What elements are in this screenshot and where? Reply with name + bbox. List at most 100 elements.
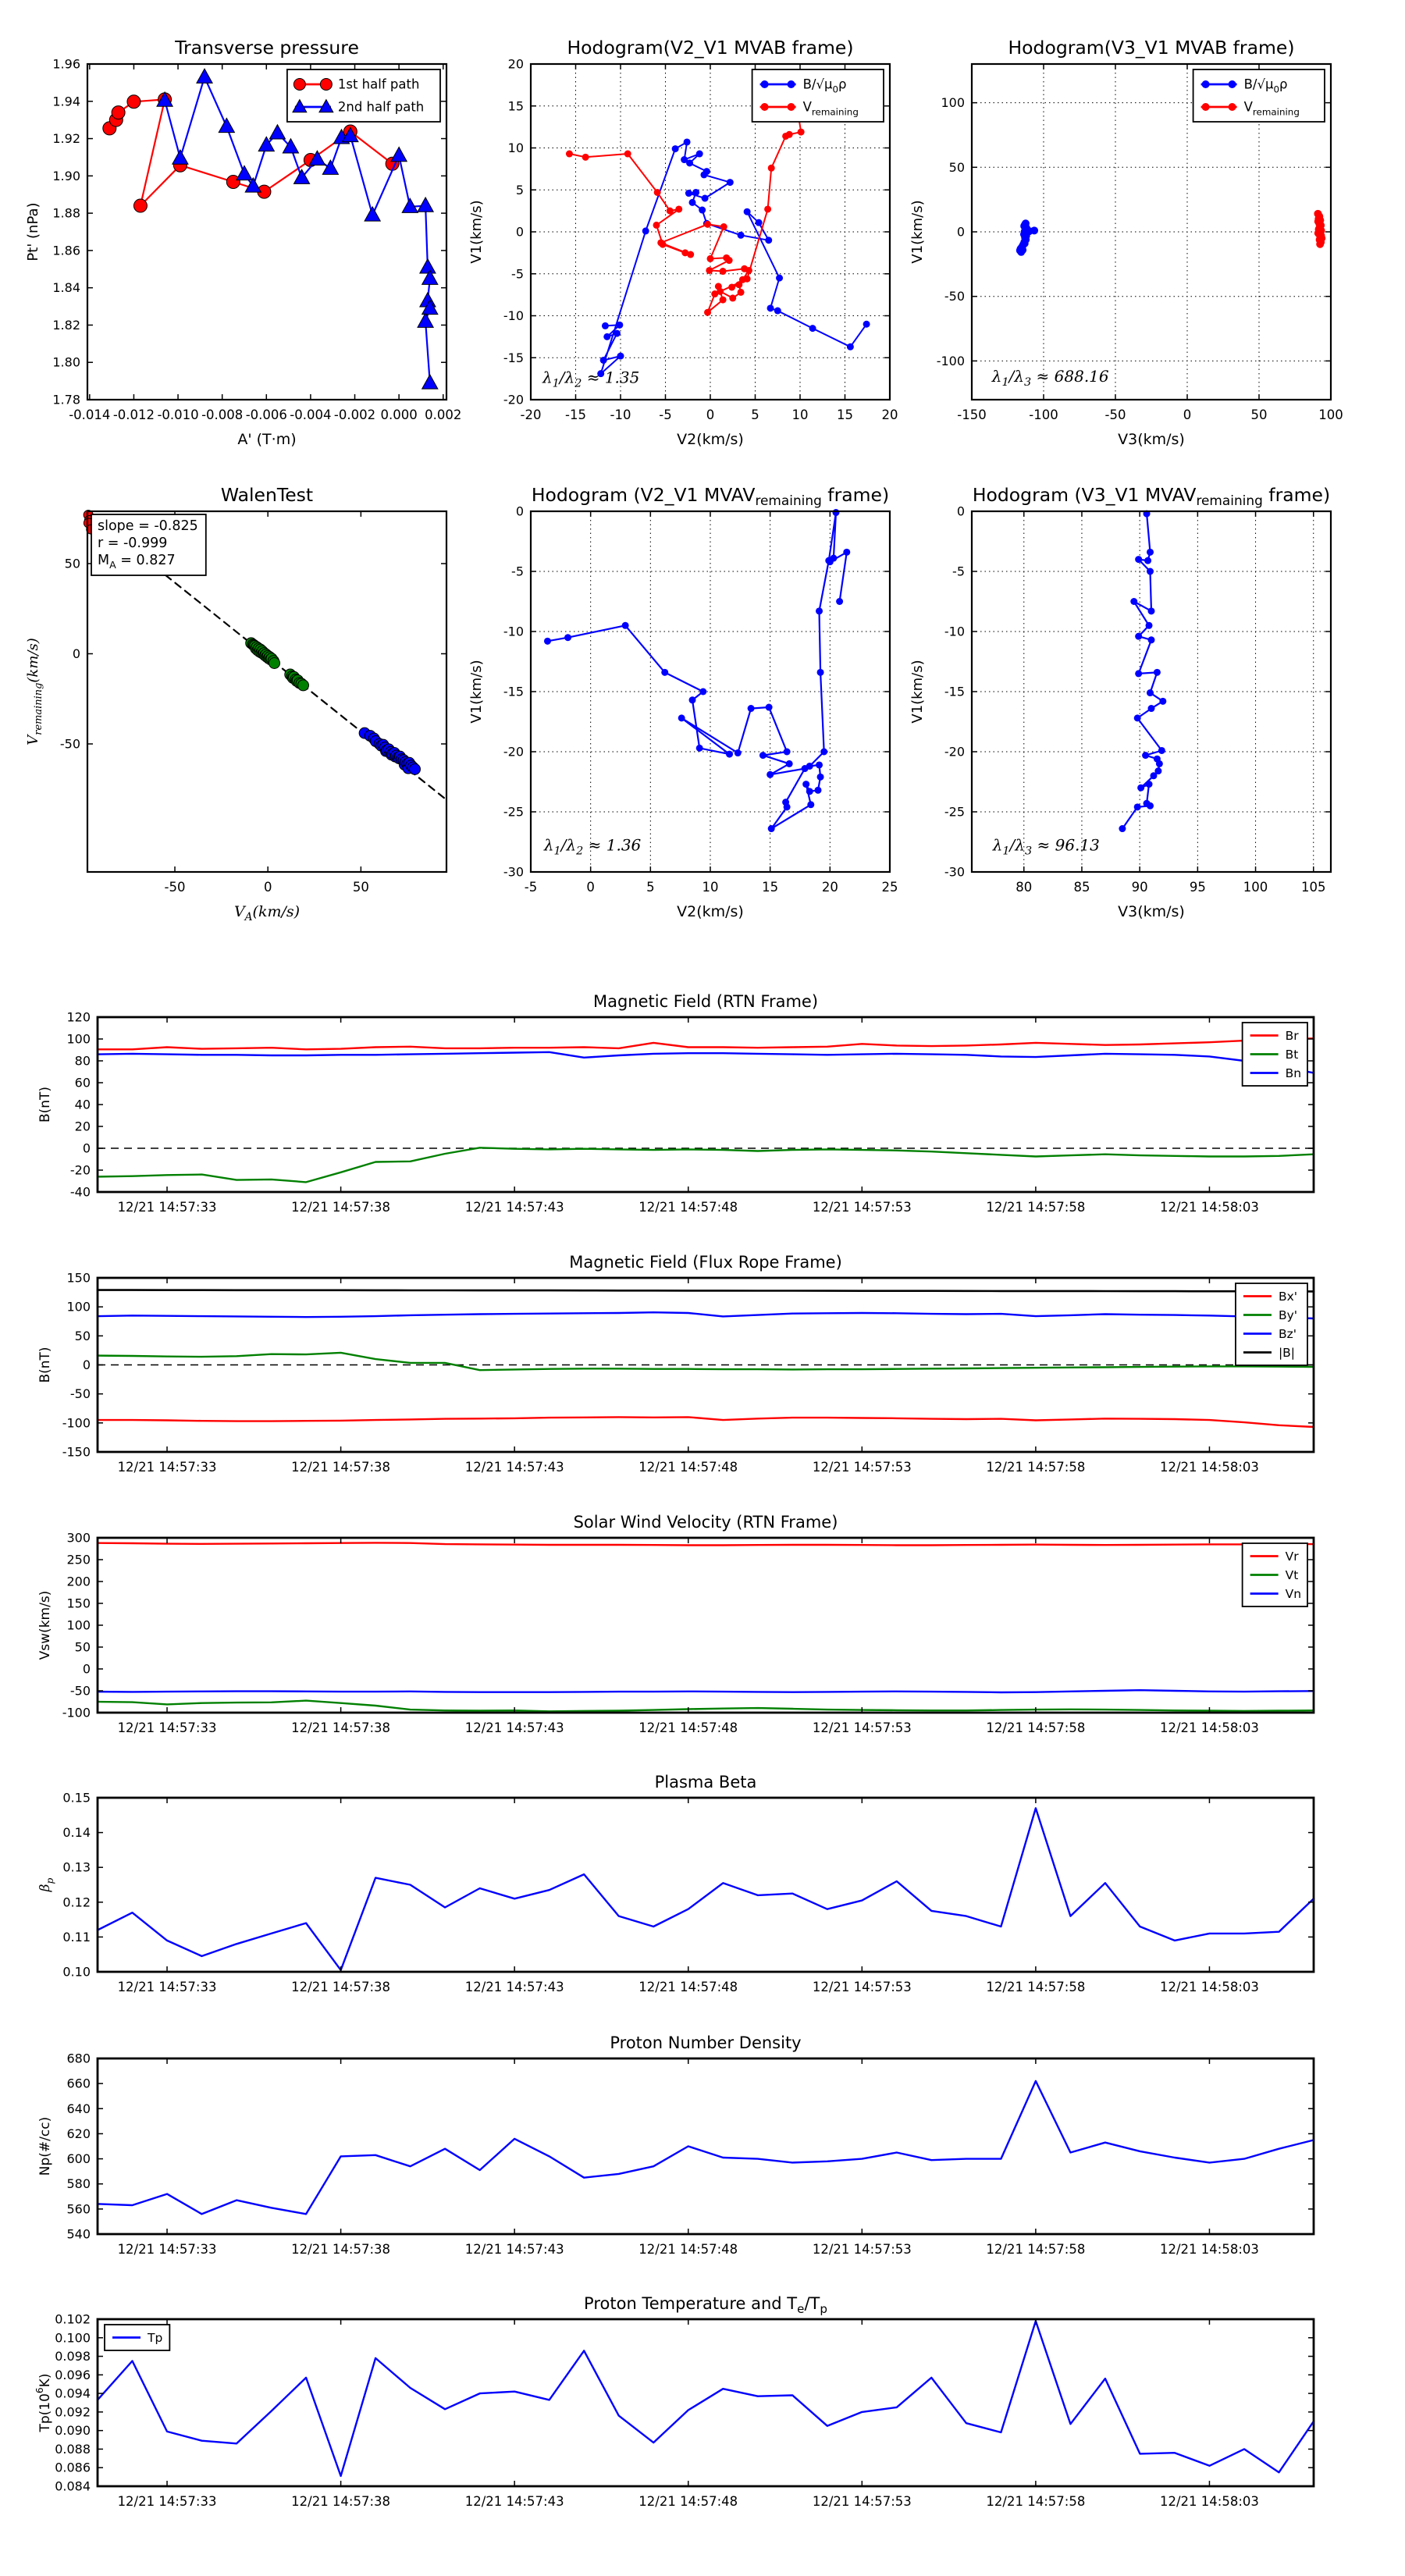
marker-triangle [417,196,435,212]
series-B/sqrt(mu0 rho) [599,141,868,375]
series-Bz' [96,1311,1315,1320]
chart-walen-test: -50 0 50 -50 0 50 WalenTest VA(km/s) Vremaining(… [25,484,448,923]
y-tick-label: -10 [503,308,524,323]
marker-dot [1155,760,1163,767]
marker-dot [678,714,685,722]
x-tick-label: 20 [882,407,898,422]
y-tick-label: 1.94 [52,94,80,109]
chart-hodogram-v2v1-mvab: -20 -15 -10 -5 0 5 10 15 20 -20 -15 -10 -5 0 5 10 15 20 Ho… [468,37,898,448]
axes-frame [96,1276,1315,1453]
marker-triangle [244,176,262,193]
y-tick-label: -5 [511,564,524,579]
x-tick-label: 50 [353,880,369,895]
x-tick-label: 12/21 14:57:43 [465,2242,564,2257]
marker-dot [832,509,840,517]
marker-dot [745,266,752,274]
y-axis-label: V1(km/s) [468,200,485,263]
marker-dot [297,679,309,692]
marker-triangle [364,205,382,222]
legend-label: Vn [1286,1587,1301,1601]
marker-circle [133,198,148,213]
y-tick-label: 50 [75,1329,91,1343]
marker-dot [613,329,621,337]
x-tick-label: 12/21 14:57:33 [118,2242,217,2257]
y-tick-label: 0.102 [55,2312,91,2327]
axes-frame [86,510,448,873]
legend-label: Vt [1286,1568,1299,1582]
y-tick-label: 0.094 [55,2386,91,2401]
y-axis-label: B(nT) [37,1347,53,1382]
chart-title: Solar Wind Velocity (RTN Frame) [574,1513,838,1532]
x-axis-label: V3(km/s) [1118,431,1185,448]
marker-dot [816,607,823,615]
x-tick-label: 12/21 14:57:38 [291,1200,390,1215]
y-tick-label: 0 [516,225,524,240]
marker-dot [1020,239,1029,247]
y-tick-label: -100 [937,354,965,368]
marker-dot [653,221,660,229]
y-tick-label: 1.82 [52,318,80,333]
series-Vr [96,1542,1315,1546]
marker-dot [783,748,791,756]
y-tick-label: -15 [503,685,524,699]
x-tick-label: 105 [1301,880,1326,895]
marker-dot [692,188,700,196]
y-tick-label: 0.090 [55,2423,91,2438]
marker-triangle [258,136,276,152]
y-tick-label: 0.11 [62,1930,91,1944]
marker-dot [1147,607,1155,615]
marker-dot [1142,752,1150,760]
y-tick-label: -50 [70,1684,91,1699]
marker-dot [767,825,775,833]
y-tick-label: -10 [944,624,965,639]
marker-triangle [421,299,439,315]
marker-dot [767,164,775,172]
marker-dot [685,190,692,197]
y-tick-label: 150 [66,1596,91,1611]
series-Bx' [96,1416,1315,1429]
x-tick-label: 100 [1243,880,1268,895]
marker-dot [836,598,844,605]
annotation-line: slope = -0.825 [98,518,198,534]
x-axis-label: A' (T·m) [237,431,296,448]
marker-dot [695,744,703,752]
x-tick-label: 12/21 14:57:48 [638,1980,738,1994]
x-tick-label: 0.000 [381,407,418,422]
x-tick-label: -0.004 [290,407,331,422]
marker-dot [704,308,712,316]
x-tick-label: 12/21 14:57:38 [291,1460,390,1475]
marker-dot [719,296,727,304]
chart-hodogram-v2v1-mvav: -5 0 5 10 15 20 25 0 -5 -10 -15 -20 -25 -30 Hodogram (… [468,484,898,920]
legend-label: B/√μ0ρ [1244,77,1288,95]
legend: Tp [104,2324,171,2351]
marker-dot [699,206,706,214]
y-tick-label: 0 [83,1357,91,1372]
y-tick-label: 0 [83,1141,91,1156]
y-tick-label: 15 [508,98,524,113]
legend-label: |B| [1279,1346,1295,1360]
y-tick-label: -15 [503,350,524,365]
x-tick-label: 12/21 14:57:33 [118,1200,217,1215]
chart-title: Proton Number Density [610,2033,801,2052]
x-tick-label: 85 [1073,880,1090,895]
y-axis-label: V1(km/s) [909,660,926,723]
y-tick-label: 10 [508,141,524,155]
legend-label: 2nd half path [338,100,424,115]
y-tick-label: 0.13 [62,1860,91,1875]
chart-hodogram-v3v1-mvav: 80 85 90 95 100 105 0 -5 -10 -15 -20 -25 -30 Hodogram… [909,484,1332,920]
x-tick-label: 12/21 14:57:58 [986,2242,1085,2257]
x-tick-label: 12/21 14:57:58 [986,1460,1085,1475]
marker-dot [269,657,281,670]
y-tick-label: -5 [511,266,524,281]
x-axis-label: V3(km/s) [1118,903,1185,920]
marker-dot [785,760,793,767]
annotation: λ1/λ2 ≈ 1.36 [543,835,642,857]
y-tick-label: -20 [70,1163,91,1178]
marker-dot [714,283,722,290]
x-tick-label: -150 [957,407,986,422]
annotation: λ1/λ2 ≈ 1.35 [542,368,639,390]
x-tick-label: 12/21 14:57:53 [813,1720,912,1735]
marker-dot [621,621,629,629]
marker-dot [765,703,773,711]
